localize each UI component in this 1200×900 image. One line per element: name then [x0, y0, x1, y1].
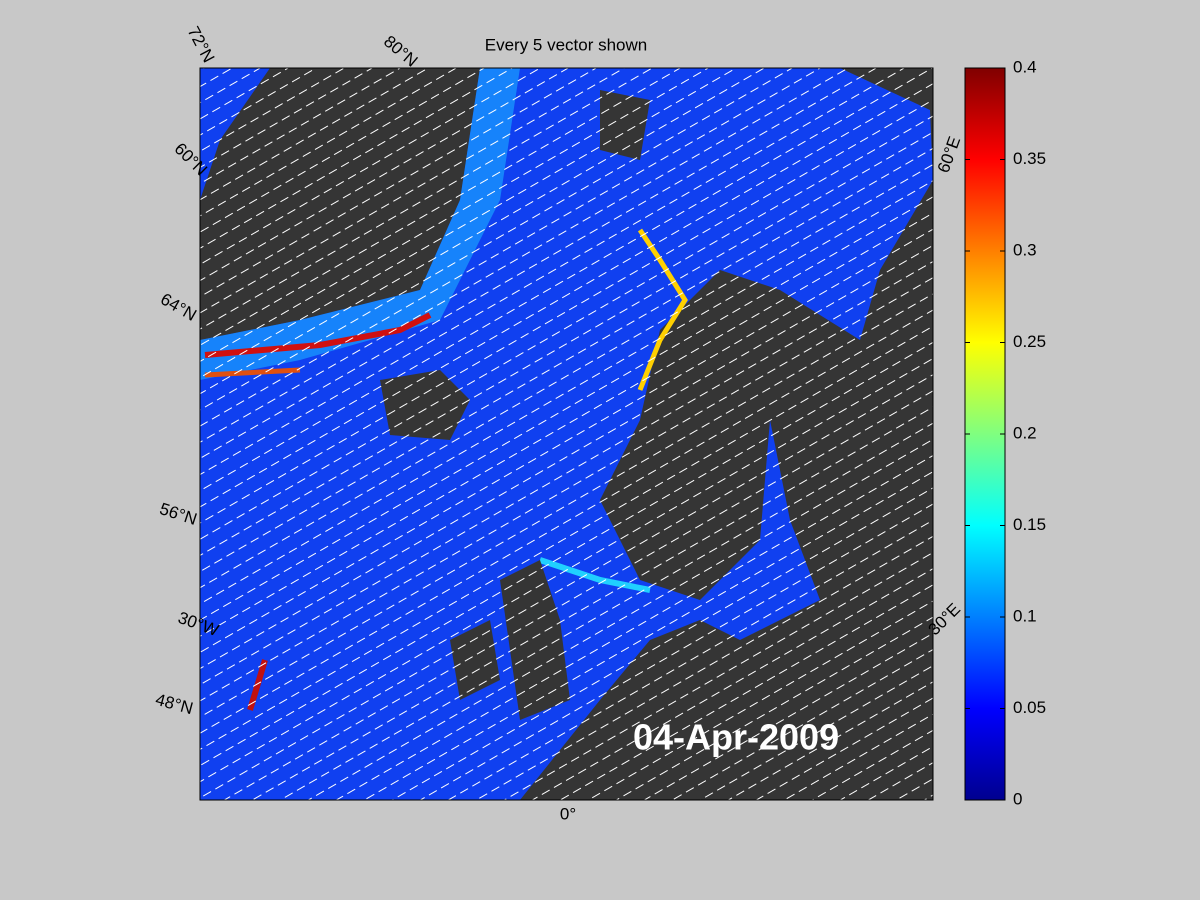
colorbar-tick-label: 0	[1013, 789, 1022, 808]
title: Every 5 vector shown	[485, 35, 648, 54]
graticule-label: 0°	[560, 804, 576, 823]
date-label: 04-Apr-2009	[633, 717, 839, 758]
colorbar-tick-label: 0.05	[1013, 698, 1046, 717]
map-frame	[199, 67, 934, 801]
map	[200, 68, 933, 800]
colorbar-tick-label: 0.4	[1013, 57, 1037, 76]
colorbar-tick-label: 0.2	[1013, 423, 1037, 442]
colorbar-tick-label: 0.35	[1013, 149, 1046, 168]
current-vectors	[200, 68, 933, 800]
colorbar-tick-label: 0.1	[1013, 606, 1037, 625]
colorbar	[964, 67, 1006, 801]
colorbar-tick-label: 0.15	[1013, 515, 1046, 534]
colorbar-tick-label: 0.25	[1013, 332, 1046, 351]
colorbar-tick-label: 0.3	[1013, 240, 1037, 259]
